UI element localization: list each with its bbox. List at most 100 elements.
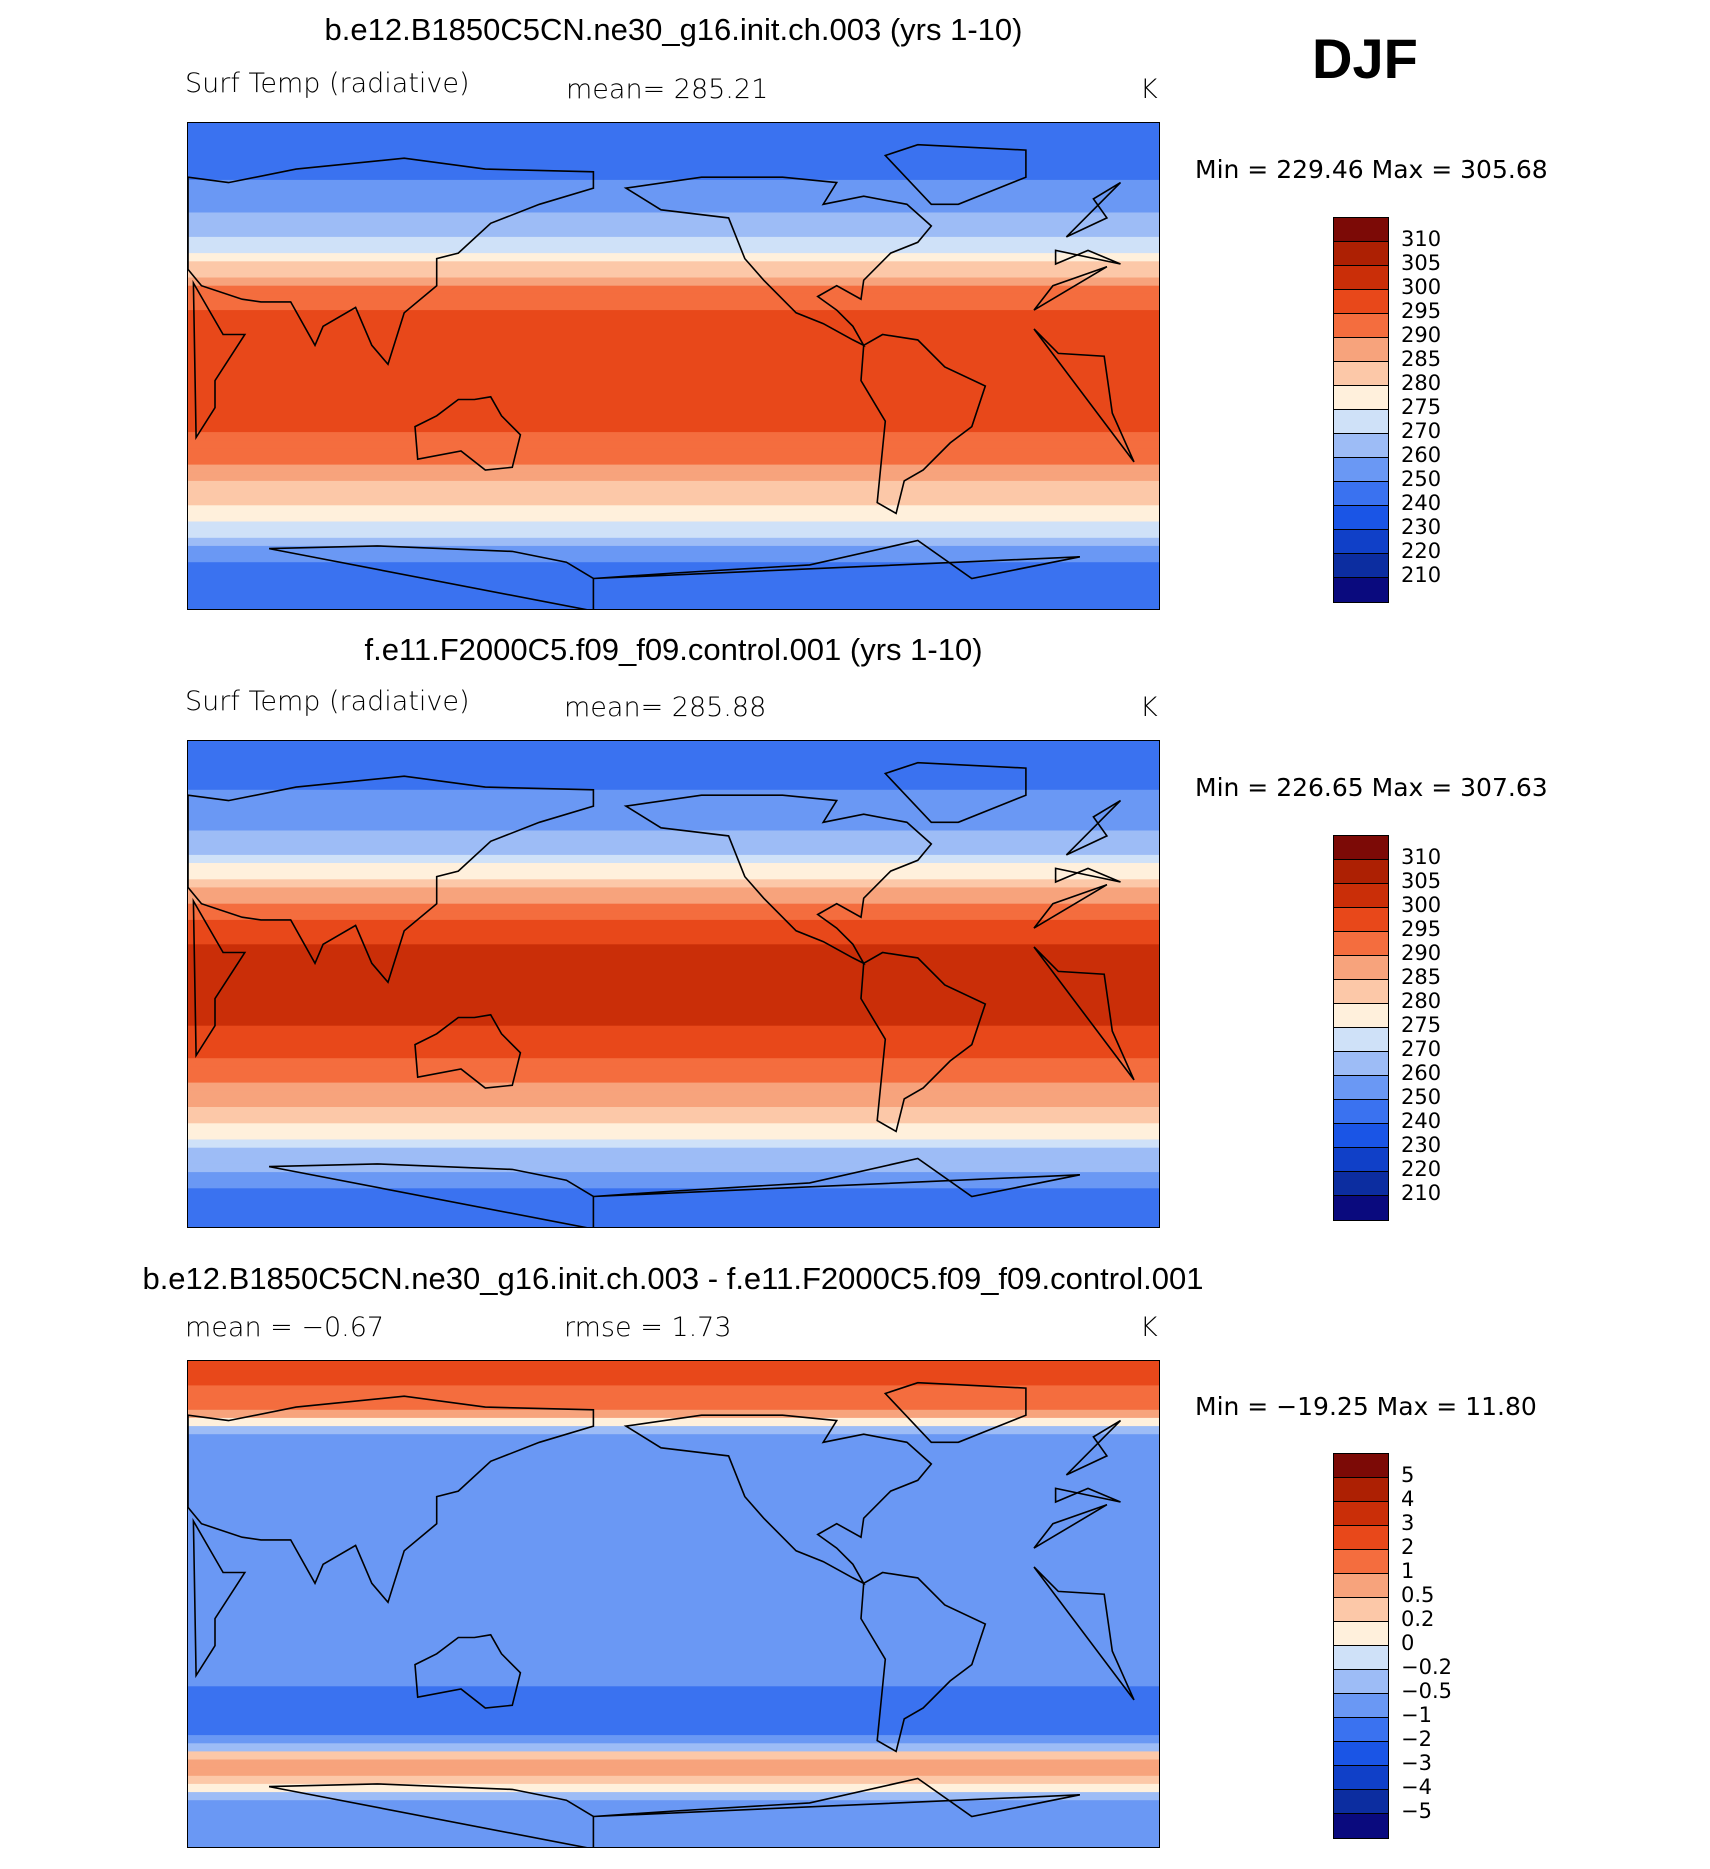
panel-2-colorbar: 310 305 300 295 290 285 280 275 270 260 250 240 230 2… <box>1333 835 1441 1221</box>
colorbar-tick-label: 250 <box>1401 1085 1442 1109</box>
latitude-band <box>188 1564 1159 1573</box>
latitude-band <box>188 1580 1159 1590</box>
latitude-band <box>188 342 1159 352</box>
colorbar-swatch <box>1334 1766 1388 1790</box>
latitude-band <box>188 1033 1159 1043</box>
coastline-africa <box>1033 328 1135 463</box>
panel-3-colorbar-box <box>1333 1453 1389 1839</box>
latitude-band <box>188 1074 1159 1084</box>
colorbar-swatch <box>1334 434 1388 458</box>
colorbar-tick-label: −3 <box>1401 1751 1432 1775</box>
latitude-band <box>188 919 1159 929</box>
colorbar-swatch <box>1334 1478 1388 1502</box>
colorbar-tick-label: 5 <box>1401 1463 1415 1487</box>
colorbar-tick-label: 250 <box>1401 467 1442 491</box>
latitude-band <box>188 537 1159 547</box>
latitude-band <box>188 171 1159 181</box>
colorbar-tick-label: 275 <box>1401 395 1442 419</box>
latitude-band <box>188 1556 1159 1565</box>
colorbar-swatch <box>1334 1148 1388 1172</box>
latitude-band <box>188 1718 1159 1728</box>
colorbar-tick-label: 220 <box>1401 539 1442 563</box>
panel-3-minmax: Min = −19.25 Max = 11.80 <box>1195 1392 1537 1421</box>
colorbar-swatch <box>1334 554 1388 578</box>
latitude-band <box>188 871 1159 880</box>
colorbar-tick-label: 280 <box>1401 989 1442 1013</box>
latitude-band <box>188 1163 1159 1173</box>
colorbar-swatch <box>1334 290 1388 314</box>
latitude-band <box>188 602 1159 609</box>
colorbar-swatch <box>1334 506 1388 530</box>
colorbar-tick-label: 300 <box>1401 893 1442 917</box>
latitude-band <box>188 952 1159 962</box>
latitude-band <box>188 838 1159 848</box>
latitude-band <box>188 1596 1159 1606</box>
latitude-band <box>188 1751 1159 1761</box>
colorbar-tick-label: −4 <box>1401 1775 1432 1799</box>
coastline-eurasia <box>1054 867 1121 884</box>
colorbar-tick-label: 210 <box>1401 563 1442 587</box>
colorbar-swatch <box>1334 1172 1388 1196</box>
coastline-antarctica <box>593 1157 1081 1198</box>
latitude-band <box>188 1629 1159 1639</box>
colorbar-tick-label: 230 <box>1401 515 1442 539</box>
latitude-band <box>188 399 1159 409</box>
latitude-band <box>188 1800 1159 1809</box>
latitude-band <box>188 212 1159 222</box>
colorbar-tick-label: 310 <box>1401 845 1442 869</box>
latitude-band <box>188 757 1159 766</box>
coastline-nam <box>623 176 933 348</box>
latitude-band <box>188 1131 1159 1141</box>
coastline-greenland <box>883 143 1027 206</box>
latitude-band <box>188 1702 1159 1712</box>
latitude-band <box>188 188 1159 197</box>
latitude-band <box>188 1605 1159 1614</box>
latitude-band <box>188 928 1159 937</box>
latitude-band <box>188 797 1159 807</box>
colorbar-tick-label: 240 <box>1401 491 1442 515</box>
colorbar-tick-label: 310 <box>1401 227 1442 251</box>
coastline-africa <box>1033 1503 1108 1549</box>
latitude-band <box>188 879 1159 888</box>
colorbar-swatch <box>1334 1526 1388 1550</box>
latitude-band <box>188 472 1159 482</box>
panel-3-units: K <box>1140 1312 1158 1343</box>
latitude-band <box>188 903 1159 913</box>
latitude-band <box>188 358 1159 368</box>
latitude-band <box>188 391 1159 401</box>
colorbar-swatch <box>1334 1670 1388 1694</box>
latitude-band <box>188 1523 1159 1533</box>
colorbar-swatch <box>1334 1550 1388 1574</box>
latitude-band <box>188 1466 1159 1476</box>
latitude-band <box>188 1041 1159 1051</box>
colorbar-tick-label: 295 <box>1401 299 1442 323</box>
colorbar-swatch <box>1334 1646 1388 1670</box>
colorbar-tick-label: 305 <box>1401 251 1442 275</box>
latitude-band <box>188 1025 1159 1035</box>
coastline-eurasia <box>1065 1419 1122 1476</box>
latitude-band <box>188 1361 1159 1370</box>
latitude-band <box>188 155 1159 165</box>
latitude-band <box>188 1759 1159 1769</box>
latitude-band <box>188 1653 1159 1663</box>
panel-1-units: K <box>1140 74 1158 105</box>
latitude-band <box>188 814 1159 823</box>
panel-1-colorbar: 310 305 300 295 290 285 280 275 270 260 250 240 230 2… <box>1333 217 1441 603</box>
colorbar-swatch <box>1334 956 1388 980</box>
latitude-band <box>188 1442 1159 1451</box>
latitude-band <box>188 993 1159 1002</box>
coastline-antarctica <box>268 545 595 609</box>
latitude-band <box>188 326 1159 335</box>
coastline-australia <box>414 395 522 471</box>
latitude-band <box>188 985 1159 994</box>
latitude-band <box>188 367 1159 376</box>
latitude-band <box>188 407 1159 417</box>
latitude-band <box>188 1401 1159 1411</box>
latitude-band <box>188 1458 1159 1468</box>
latitude-band <box>188 1123 1159 1132</box>
latitude-band <box>188 293 1159 303</box>
coastline-eurasia <box>188 1395 595 1604</box>
latitude-band <box>188 1792 1159 1801</box>
latitude-band <box>188 806 1159 815</box>
latitude-band <box>188 976 1159 986</box>
